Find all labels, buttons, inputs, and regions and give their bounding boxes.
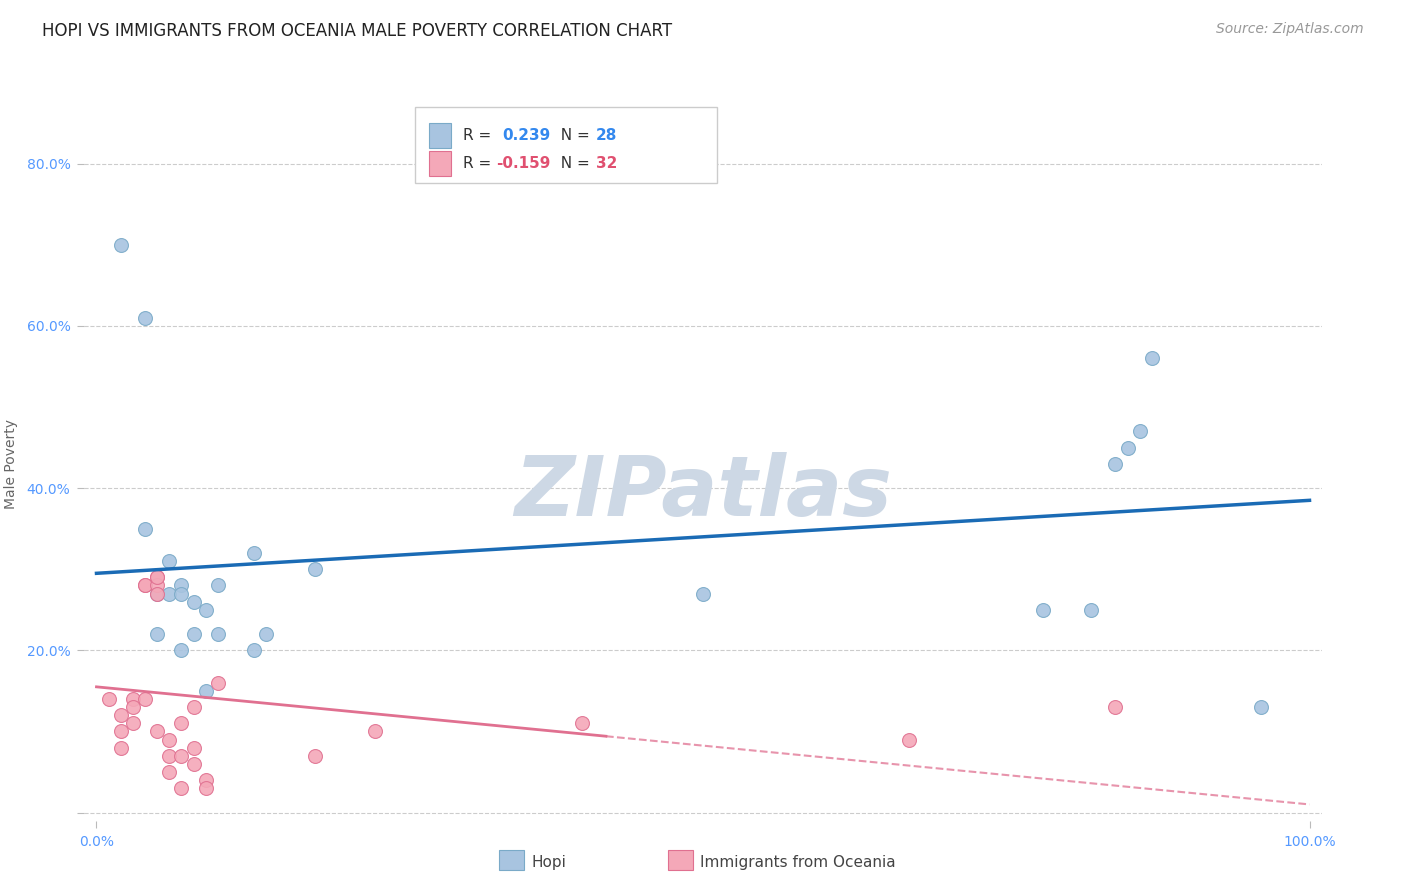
Point [243,643,266,657]
Point [157,586,180,600]
Point [1104,700,1126,714]
Text: Source: ZipAtlas.com: Source: ZipAtlas.com [1216,22,1364,37]
Point [207,578,229,592]
Point [1080,603,1102,617]
Point [134,310,156,325]
Text: N =: N = [551,156,595,171]
Point [157,748,180,763]
Point [194,603,217,617]
Point [134,692,156,706]
Text: 32: 32 [596,156,617,171]
Point [194,684,217,698]
Point [134,578,156,592]
Point [183,595,205,609]
Point [157,764,180,779]
Point [254,627,277,641]
Point [692,586,714,600]
Point [364,724,387,739]
Point [134,522,156,536]
Point [207,627,229,641]
Text: -0.159: -0.159 [496,156,551,171]
Text: 0.239: 0.239 [502,128,550,144]
Point [183,740,205,755]
Point [1104,457,1126,471]
Text: N =: N = [551,128,595,144]
Point [194,773,217,788]
Point [97,692,120,706]
Point [170,578,193,592]
Point [243,546,266,560]
Point [157,732,180,747]
Text: Hopi: Hopi [531,855,567,870]
Point [122,716,145,731]
Point [1140,351,1163,366]
Point [157,554,180,568]
Point [304,562,326,576]
Point [304,748,326,763]
Y-axis label: Male Poverty: Male Poverty [4,419,18,508]
Point [122,692,145,706]
Text: R =: R = [463,156,496,171]
Point [1129,425,1152,439]
Point [194,781,217,796]
Point [183,700,205,714]
Point [1116,441,1139,455]
Point [146,570,169,584]
Point [170,781,193,796]
Point [170,748,193,763]
Point [146,586,169,600]
Point [146,578,169,592]
Point [122,700,145,714]
Point [1250,700,1272,714]
Point [170,716,193,731]
Point [183,756,205,771]
Point [170,586,193,600]
Point [146,586,169,600]
Text: Immigrants from Oceania: Immigrants from Oceania [700,855,896,870]
Point [170,643,193,657]
Point [110,740,132,755]
Point [110,238,132,252]
Point [146,627,169,641]
Point [146,724,169,739]
Point [110,708,132,723]
Point [898,732,921,747]
Point [110,724,132,739]
Text: ZIPatlas: ZIPatlas [515,452,891,533]
Text: R =: R = [463,128,501,144]
Text: HOPI VS IMMIGRANTS FROM OCEANIA MALE POVERTY CORRELATION CHART: HOPI VS IMMIGRANTS FROM OCEANIA MALE POV… [42,22,672,40]
Point [183,627,205,641]
Point [207,675,229,690]
Text: 28: 28 [596,128,617,144]
Point [1032,603,1054,617]
Point [571,716,593,731]
Point [134,578,156,592]
Point [146,570,169,584]
